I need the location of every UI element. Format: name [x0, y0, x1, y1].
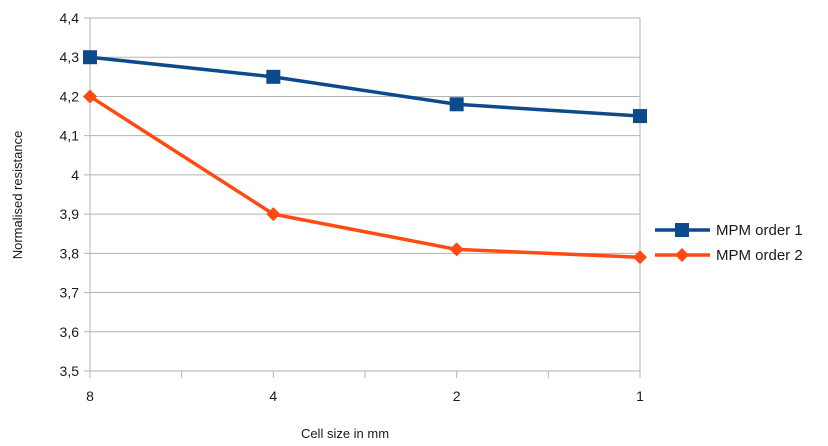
x-tick-label: 2: [453, 388, 461, 404]
y-tick-label: 4,3: [60, 49, 80, 65]
data-point: [83, 89, 97, 104]
series-1: [83, 50, 647, 124]
y-axis-title: Normalised resistance: [10, 131, 25, 260]
data-point: [449, 242, 464, 257]
y-tick-label: 3,6: [60, 324, 80, 340]
legend-item: MPM order 2: [655, 247, 803, 264]
data-point: [449, 97, 464, 112]
x-tick-label: 4: [269, 388, 277, 404]
series: [83, 50, 647, 265]
y-tick-label: 3,5: [60, 363, 80, 379]
x-axis-title: Cell size in mm: [301, 426, 389, 441]
data-point: [266, 69, 281, 84]
y-axis-tick-labels: 3,5 3,6 3,7 3,8 3,9 4 4,1 4,2 4,3 4,4: [60, 10, 80, 379]
data-point: [83, 50, 97, 65]
series-line: [89, 55, 641, 118]
legend-item: MPM order 1: [655, 222, 803, 239]
legend-marker: [675, 248, 689, 262]
legend: MPM order 1 MPM order 2: [655, 222, 803, 264]
legend-label: MPM order 1: [716, 222, 803, 239]
series-2: [83, 89, 647, 265]
y-tick-label: 4,1: [60, 128, 80, 144]
y-tick-label: 3,9: [60, 206, 80, 222]
series-line: [89, 94, 641, 260]
legend-marker: [675, 223, 689, 237]
grid: [84, 17, 641, 378]
x-axis-tick-labels: 8 4 2 1: [86, 388, 644, 404]
data-point: [633, 250, 647, 265]
y-tick-label: 3,7: [60, 285, 80, 301]
legend-label: MPM order 2: [716, 247, 803, 264]
data-point: [633, 109, 647, 124]
y-tick-label: 4,2: [60, 88, 80, 104]
y-tick-label: 3,8: [60, 245, 80, 261]
x-tick-label: 1: [636, 388, 644, 404]
x-tick-label: 8: [86, 388, 94, 404]
plot-area-frame: [89, 17, 641, 372]
y-tick-label: 4: [71, 167, 79, 183]
data-point: [266, 207, 281, 222]
y-tick-label: 4,4: [60, 10, 80, 26]
